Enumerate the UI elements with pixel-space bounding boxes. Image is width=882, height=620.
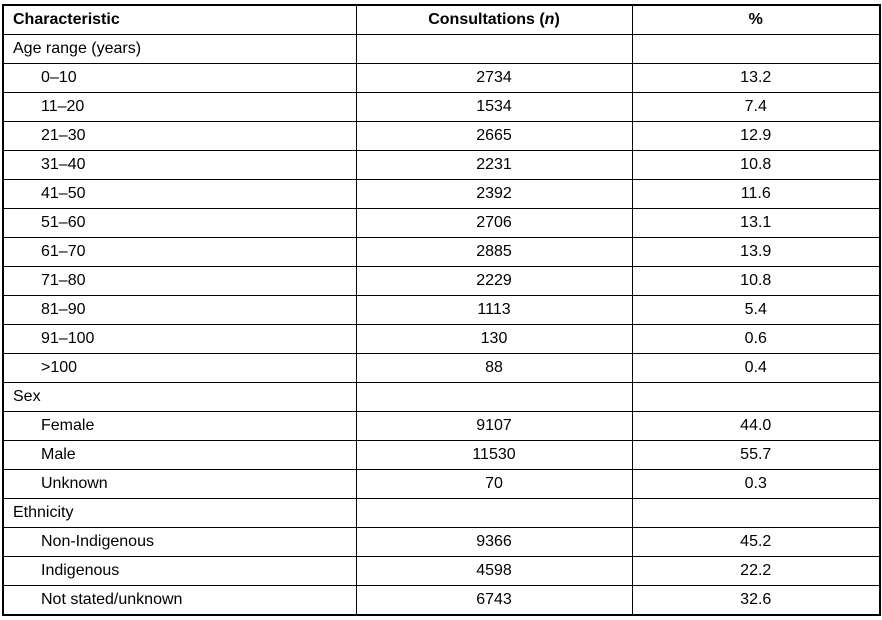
column-header-percent: % xyxy=(631,4,881,35)
empty-percent-cell xyxy=(631,498,881,528)
percent-cell: 44.0 xyxy=(631,411,881,441)
row-label-cell: 41–50 xyxy=(2,179,357,209)
percent-cell: 5.4 xyxy=(631,295,881,325)
table-row: 71–80 2229 10.8 xyxy=(2,266,881,296)
empty-consultations-cell xyxy=(355,382,633,412)
section-row: Age range (years) xyxy=(2,34,881,64)
section-title: Sex xyxy=(2,382,357,412)
consultations-cell: 6743 xyxy=(355,585,633,616)
column-header-characteristic: Characteristic xyxy=(2,4,357,35)
row-label-cell: Non-Indigenous xyxy=(2,527,357,557)
percent-cell: 13.2 xyxy=(631,63,881,93)
section-row: Sex xyxy=(2,382,881,412)
section-title: Age range (years) xyxy=(2,34,357,64)
percent-cell: 13.9 xyxy=(631,237,881,267)
consultations-header-suffix: ) xyxy=(554,11,560,28)
consultations-cell: 2885 xyxy=(355,237,633,267)
table-body: Age range (years) 0–10 2734 13.2 11–20 1534 7.… xyxy=(2,34,881,616)
consultations-header-n-italic: n xyxy=(544,11,555,28)
consultations-cell: 1113 xyxy=(355,295,633,325)
column-header-consultations: Consultations (n) xyxy=(355,4,633,35)
table-row: Female 9107 44.0 xyxy=(2,411,881,441)
table-row: >100 88 0.4 xyxy=(2,353,881,383)
empty-consultations-cell xyxy=(355,498,633,528)
percent-cell: 32.6 xyxy=(631,585,881,616)
table-row: 81–90 1113 5.4 xyxy=(2,295,881,325)
row-label-cell: Male xyxy=(2,440,357,470)
table-row: Male 11530 55.7 xyxy=(2,440,881,470)
row-label-cell: 61–70 xyxy=(2,237,357,267)
empty-percent-cell xyxy=(631,382,881,412)
percent-cell: 10.8 xyxy=(631,266,881,296)
row-label-cell: 91–100 xyxy=(2,324,357,354)
table-row: 51–60 2706 13.1 xyxy=(2,208,881,238)
table-row: 41–50 2392 11.6 xyxy=(2,179,881,209)
percent-cell: 7.4 xyxy=(631,92,881,122)
empty-consultations-cell xyxy=(355,34,633,64)
consultations-cell: 1534 xyxy=(355,92,633,122)
consultations-cell: 4598 xyxy=(355,556,633,586)
consultations-cell: 9107 xyxy=(355,411,633,441)
consultations-cell: 70 xyxy=(355,469,633,499)
row-label-cell: Female xyxy=(2,411,357,441)
percent-cell: 0.3 xyxy=(631,469,881,499)
percent-cell: 13.1 xyxy=(631,208,881,238)
consultations-cell: 88 xyxy=(355,353,633,383)
table-row: Non-Indigenous 9366 45.2 xyxy=(2,527,881,557)
consultations-cell: 2706 xyxy=(355,208,633,238)
row-label-cell: 81–90 xyxy=(2,295,357,325)
consultations-cell: 130 xyxy=(355,324,633,354)
consultations-cell: 2229 xyxy=(355,266,633,296)
row-label-cell: 21–30 xyxy=(2,121,357,151)
row-label-cell: 0–10 xyxy=(2,63,357,93)
table-row: Indigenous 4598 22.2 xyxy=(2,556,881,586)
empty-percent-cell xyxy=(631,34,881,64)
header-row: Characteristic Consultations (n) % xyxy=(2,4,881,35)
table-row: 31–40 2231 10.8 xyxy=(2,150,881,180)
consultations-header-prefix: Consultations ( xyxy=(428,11,545,28)
row-label-cell: 71–80 xyxy=(2,266,357,296)
consultations-cell: 2392 xyxy=(355,179,633,209)
percent-cell: 11.6 xyxy=(631,179,881,209)
row-label-cell: 11–20 xyxy=(2,92,357,122)
row-label-cell: >100 xyxy=(2,353,357,383)
table-row: 91–100 130 0.6 xyxy=(2,324,881,354)
consultations-cell: 11530 xyxy=(355,440,633,470)
percent-cell: 12.9 xyxy=(631,121,881,151)
row-label-cell: 31–40 xyxy=(2,150,357,180)
table-row: 61–70 2885 13.9 xyxy=(2,237,881,267)
table-row: Not stated/unknown 6743 32.6 xyxy=(2,585,881,616)
table-row: Unknown 70 0.3 xyxy=(2,469,881,499)
percent-cell: 0.4 xyxy=(631,353,881,383)
consultations-cell: 9366 xyxy=(355,527,633,557)
consultations-cell: 2231 xyxy=(355,150,633,180)
row-label-cell: Unknown xyxy=(2,469,357,499)
percent-cell: 45.2 xyxy=(631,527,881,557)
percent-cell: 0.6 xyxy=(631,324,881,354)
percent-cell: 22.2 xyxy=(631,556,881,586)
percent-cell: 10.8 xyxy=(631,150,881,180)
table-row: 21–30 2665 12.9 xyxy=(2,121,881,151)
row-label-cell: Not stated/unknown xyxy=(2,585,357,616)
consultations-cell: 2734 xyxy=(355,63,633,93)
section-title: Ethnicity xyxy=(2,498,357,528)
consultations-cell: 2665 xyxy=(355,121,633,151)
percent-cell: 55.7 xyxy=(631,440,881,470)
section-row: Ethnicity xyxy=(2,498,881,528)
row-label-cell: 51–60 xyxy=(2,208,357,238)
table-row: 11–20 1534 7.4 xyxy=(2,92,881,122)
table-row: 0–10 2734 13.2 xyxy=(2,63,881,93)
row-label-cell: Indigenous xyxy=(2,556,357,586)
characteristics-table: Characteristic Consultations (n) % Age r… xyxy=(2,4,881,616)
